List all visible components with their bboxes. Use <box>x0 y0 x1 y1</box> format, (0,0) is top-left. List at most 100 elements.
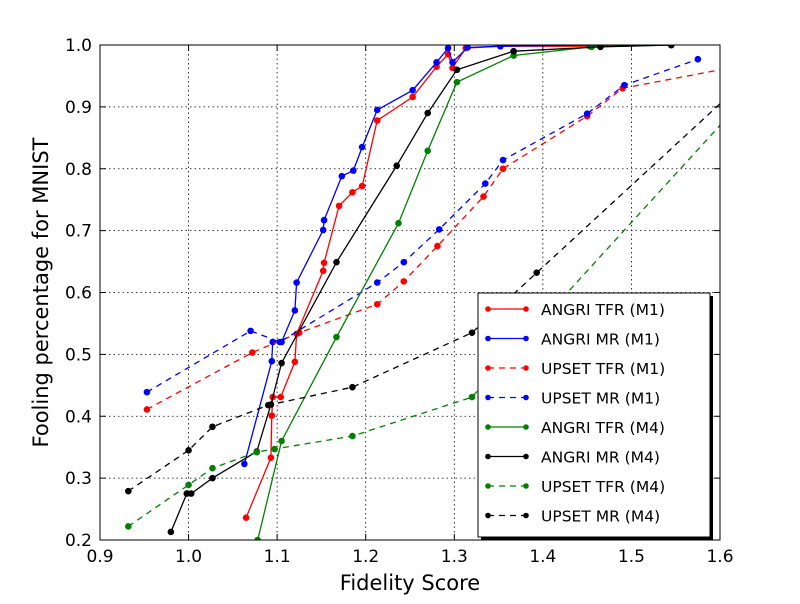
legend-label: ANGRI TFR (M1) <box>541 301 665 319</box>
data-point <box>694 55 702 63</box>
legend-marker <box>523 306 529 312</box>
data-point <box>125 487 132 495</box>
data-point <box>510 47 517 55</box>
legend-marker <box>523 424 529 430</box>
legend-label: UPSET TFR (M4) <box>541 478 665 496</box>
data-point <box>621 81 628 89</box>
data-point <box>480 193 487 200</box>
legend-marker <box>485 483 491 489</box>
data-point <box>583 110 591 117</box>
data-point <box>424 147 432 155</box>
series-line <box>243 45 672 465</box>
legend-marker <box>485 512 491 519</box>
legend-marker <box>523 365 529 371</box>
data-point <box>373 300 381 308</box>
data-point <box>349 383 356 391</box>
legend-label: UPSET TFR (M1) <box>541 360 665 378</box>
data-point <box>373 117 381 124</box>
data-point <box>271 445 278 453</box>
data-point <box>453 78 461 86</box>
data-point <box>350 167 357 174</box>
data-point <box>241 460 248 468</box>
data-point <box>319 267 327 275</box>
data-point <box>533 269 540 277</box>
series-line <box>146 58 699 393</box>
data-point <box>358 182 366 190</box>
data-point <box>499 165 507 173</box>
data-point <box>481 180 489 187</box>
legend-marker <box>485 453 491 460</box>
data-point <box>253 448 261 456</box>
series-line <box>170 45 672 533</box>
data-point <box>358 143 366 151</box>
legend-label: ANGRI TFR (M4) <box>541 419 665 437</box>
y-tick-label: 0.7 <box>65 222 92 242</box>
data-point <box>499 156 507 164</box>
x-tick-label: 1.0 <box>175 547 202 567</box>
data-point <box>393 162 401 169</box>
data-point <box>187 490 195 497</box>
y-axis-title: Fooling percentage for MNIST <box>29 137 53 447</box>
legend-marker <box>485 365 491 371</box>
data-point <box>264 401 272 409</box>
data-point <box>268 412 276 419</box>
data-point <box>433 59 440 66</box>
x-tick-label: 1.6 <box>706 547 733 567</box>
data-point <box>453 66 461 74</box>
data-point <box>254 536 261 540</box>
legend-label: ANGRI MR (M1) <box>541 331 660 349</box>
data-point <box>268 357 276 365</box>
y-tick-label: 0.4 <box>65 407 92 427</box>
data-point <box>434 242 441 250</box>
data-point <box>291 307 299 314</box>
data-point <box>209 474 216 482</box>
series-upset-tfr-m1 <box>143 69 720 413</box>
y-tick-label: 0.2 <box>65 531 92 551</box>
data-point <box>267 454 275 462</box>
data-point <box>373 106 381 114</box>
data-point <box>242 514 250 522</box>
legend: ANGRI TFR (M1) ANGRI MR (M1) UPSET TFR (M1… <box>477 292 713 540</box>
axis-ticks: 0.9 1.0 1.1 1.2 1.3 1.4 1.5 1.6 0.2 0.3 0.4 0.5 0.6 0… <box>65 36 734 567</box>
data-point <box>335 202 343 210</box>
data-point <box>209 464 216 472</box>
data-point <box>497 45 504 50</box>
legend-marker <box>523 512 529 519</box>
series-line <box>127 103 720 492</box>
x-tick-label: 1.2 <box>352 547 379 567</box>
x-axis-title: Fidelity Score <box>340 571 480 595</box>
data-point <box>320 259 328 267</box>
series-layer <box>125 45 720 540</box>
data-point <box>409 86 416 94</box>
data-point <box>349 432 356 440</box>
y-tick-label: 0.5 <box>65 345 92 365</box>
y-tick-label: 0.9 <box>65 98 92 118</box>
data-point <box>338 172 346 180</box>
legend-marker <box>485 394 491 401</box>
data-point <box>143 406 151 413</box>
y-tick-label: 1.0 <box>65 36 92 56</box>
data-point <box>597 45 604 51</box>
data-point <box>185 446 192 454</box>
x-tick-label: 1.5 <box>618 547 645 567</box>
legend-marker <box>523 394 529 401</box>
series-upset-mr-m1 <box>143 55 702 396</box>
x-tick-label: 1.4 <box>529 547 556 567</box>
data-point <box>409 93 416 101</box>
data-point <box>167 528 175 536</box>
legend-marker <box>523 335 529 342</box>
data-point <box>333 333 340 341</box>
legend-label: UPSET MR (M1) <box>541 390 660 408</box>
data-point <box>277 393 284 401</box>
plot-frame <box>99 44 721 541</box>
data-point <box>395 219 402 227</box>
series-upset-mr-m4 <box>125 103 720 495</box>
x-tick-label: 1.3 <box>441 547 468 567</box>
data-point <box>449 59 456 66</box>
series-line <box>127 124 720 527</box>
data-point <box>293 279 300 286</box>
legend-box <box>477 292 711 538</box>
data-point <box>464 45 471 51</box>
data-point <box>319 226 327 234</box>
